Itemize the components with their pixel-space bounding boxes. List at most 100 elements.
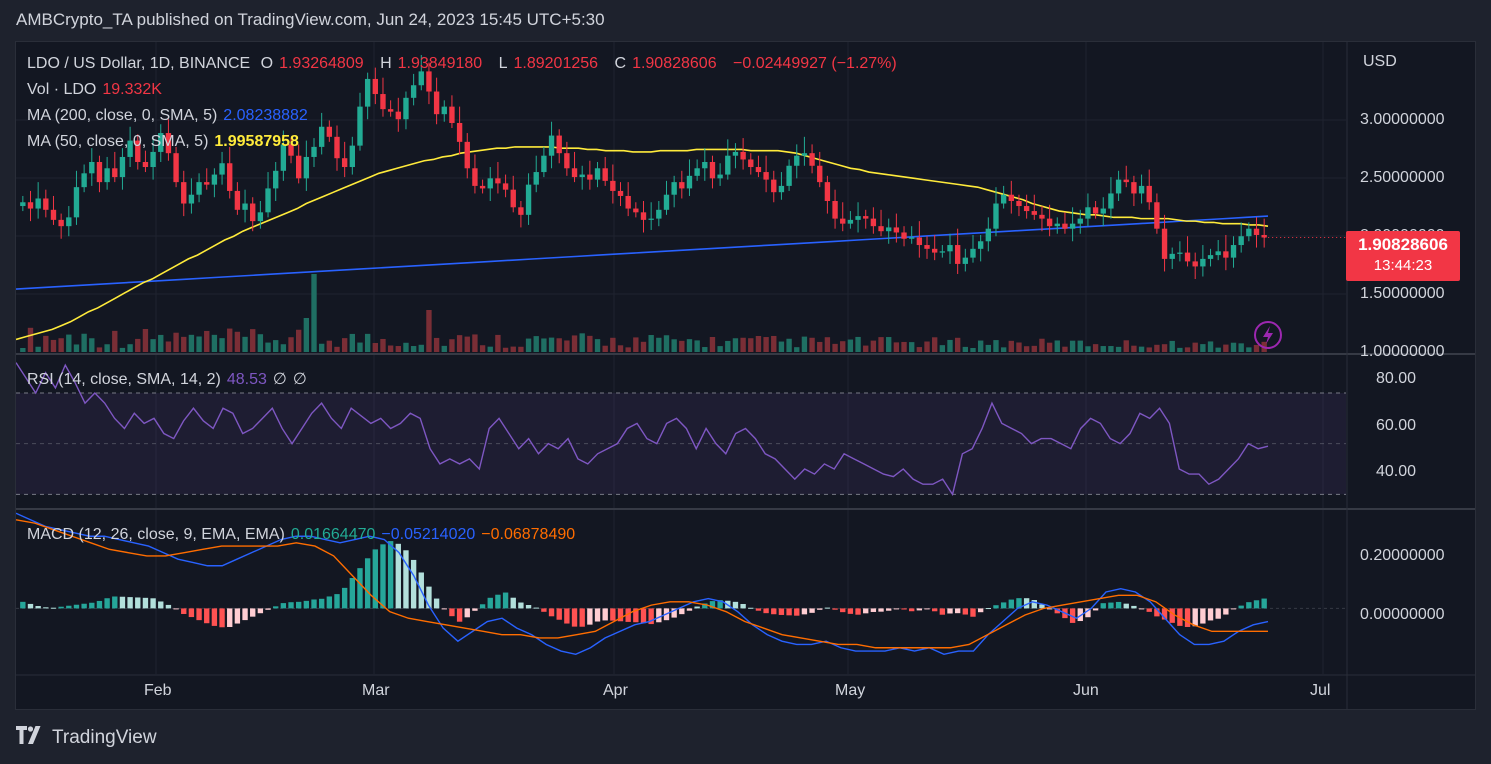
- volume-bar: [863, 345, 869, 352]
- macd-histogram-bar: [27, 603, 34, 609]
- volume-bar: [1253, 344, 1260, 352]
- volume-bar: [204, 330, 210, 352]
- candle-body: [410, 85, 417, 98]
- volume-bar: [318, 343, 325, 352]
- volume-bar: [947, 339, 953, 352]
- volume-bar: [625, 347, 631, 352]
- volume-bar: [1115, 346, 1122, 352]
- volume-bar: [403, 342, 409, 352]
- candle-body: [855, 216, 861, 220]
- macd-histogram-bar: [579, 608, 585, 627]
- volume-bar: [786, 338, 792, 352]
- candle-body: [158, 133, 164, 152]
- macd-histogram-bar: [548, 608, 555, 617]
- volume-bar: [1192, 342, 1198, 352]
- macd-histogram-bar: [556, 608, 562, 620]
- chart-canvas[interactable]: [16, 42, 1476, 710]
- volume-bar: [1016, 342, 1022, 352]
- volume-bar: [1092, 344, 1099, 352]
- candle-body: [663, 194, 670, 210]
- macd-histogram-bar: [878, 608, 884, 612]
- candle-body: [1215, 251, 1221, 256]
- candle-body: [817, 165, 823, 183]
- macd-histogram-bar: [433, 598, 440, 609]
- candle-body: [748, 159, 754, 168]
- volume-bar: [349, 333, 356, 352]
- candle-body: [985, 228, 991, 242]
- volume-bar: [525, 338, 532, 352]
- candle-body: [433, 91, 440, 115]
- volume-bar: [548, 337, 555, 352]
- x-tick-jun: Jun: [1073, 682, 1099, 699]
- macd-histogram-bar: [50, 607, 57, 609]
- macd-histogram-bar: [426, 586, 432, 609]
- macd-legend[interactable]: MACD (12, 26, close, 9, EMA, EMA) 0.01664…: [27, 526, 576, 543]
- volume-bar: [817, 341, 823, 352]
- rsi-legend[interactable]: RSI (14, close, SMA, 14, 2) 48.53 ∅ ∅: [27, 371, 307, 388]
- macd-histogram-bar: [104, 598, 110, 609]
- macd-histogram-bar: [112, 596, 118, 609]
- candle-body: [1177, 252, 1183, 254]
- chart-frame[interactable]: LDO / US Dollar, 1D, BINANCE O 1.93264809…: [15, 41, 1476, 710]
- candle-body: [954, 245, 961, 264]
- volume-bar: [487, 346, 493, 352]
- volume-bar: [709, 336, 716, 352]
- volume-bar: [73, 344, 80, 352]
- volume-bar: [916, 347, 923, 352]
- volume-bar: [1100, 346, 1106, 352]
- volume-bar: [656, 337, 662, 352]
- volume-bar: [1046, 342, 1053, 352]
- candle-body: [188, 194, 195, 204]
- candle-body: [977, 241, 984, 249]
- candle-body: [1138, 185, 1145, 194]
- candle-body: [525, 184, 532, 215]
- macd-histogram-bar: [403, 550, 409, 609]
- volume-bar: [1054, 340, 1060, 352]
- volume-bar: [1161, 344, 1168, 352]
- ma50-legend[interactable]: MA (50, close, 0, SMA, 5) 1.99587958: [27, 133, 299, 150]
- macd-histogram-bar: [196, 608, 202, 621]
- macd-histogram-bar: [1215, 608, 1221, 619]
- candle-body: [1131, 182, 1137, 194]
- symbol-label[interactable]: LDO / US Dollar, 1D, BINANCE: [27, 55, 251, 72]
- candle-body: [671, 182, 677, 195]
- macd-histogram-bar: [748, 607, 754, 609]
- candle-body: [1207, 255, 1214, 259]
- volume-bar: [119, 347, 126, 352]
- volume-bar: [127, 344, 133, 352]
- macd-histogram-bar: [993, 605, 999, 609]
- candle-body: [303, 156, 310, 179]
- candle-body: [1092, 207, 1099, 214]
- macd-histogram-bar: [173, 608, 179, 610]
- currency-label[interactable]: USD: [1363, 53, 1397, 70]
- volume-bar: [617, 345, 624, 352]
- macd-histogram-bar: [1223, 608, 1229, 615]
- volume-bar: [909, 342, 915, 352]
- candle-body: [686, 175, 693, 189]
- footer-brand[interactable]: TradingView: [16, 726, 157, 750]
- macd-tick: 0.20000000: [1360, 547, 1445, 564]
- macd-histogram-bar: [334, 594, 340, 609]
- volume-bar: [1131, 345, 1137, 352]
- macd-histogram-bar: [265, 608, 271, 610]
- ma200-legend[interactable]: MA (200, close, 0, SMA, 5) 2.08238882: [27, 107, 308, 124]
- candle-body: [702, 161, 708, 169]
- candle-body: [234, 190, 241, 210]
- candle-body: [587, 174, 593, 180]
- volume-bar: [181, 336, 187, 352]
- candle-body: [104, 168, 110, 183]
- volume-bar: [939, 345, 946, 352]
- candle-body: [395, 111, 401, 120]
- volume-bar: [564, 340, 570, 352]
- volume-bar: [1184, 347, 1191, 352]
- candle-body: [96, 161, 103, 183]
- volume-bar: [556, 338, 562, 352]
- volume-bar: [1138, 346, 1145, 352]
- macd-histogram-bar: [840, 608, 846, 613]
- volume-bar: [250, 329, 256, 352]
- macd-histogram-bar: [165, 604, 172, 609]
- macd-histogram-bar: [1023, 598, 1030, 609]
- candle-body: [548, 135, 555, 156]
- volume-legend[interactable]: Vol · LDO 19.332K: [27, 81, 162, 98]
- volume-bar: [755, 336, 762, 352]
